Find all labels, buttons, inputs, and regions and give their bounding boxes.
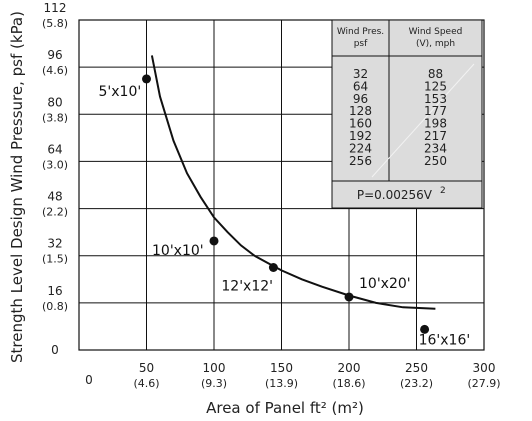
x-tick-label-1: 50 xyxy=(139,361,154,375)
y-axis-title: Strength Level Design Wind Pressure, psf… xyxy=(8,11,26,363)
y-tick-label-3: 48 xyxy=(47,190,62,204)
data-point-label-0: 5'x10' xyxy=(99,84,142,100)
x-tick-sublabel-5: (23.2) xyxy=(400,377,433,390)
y-tick-sublabel-1: (0.8) xyxy=(42,300,68,313)
y-tick-sublabel-7: (5.8) xyxy=(42,17,68,30)
data-point-4 xyxy=(420,324,430,334)
table-pressure-value-0: 32 xyxy=(353,67,368,81)
table-pressure-value-7: 256 xyxy=(349,154,372,168)
table-speed-value-5: 217 xyxy=(424,129,447,143)
data-point-label-4: 16'x16' xyxy=(419,332,471,348)
y-axis-ticks: 0 16 (0.8) 32 (1.5) 48 (2.2) 64 (3.0) 80 (3.8) 96 (4… xyxy=(42,1,68,357)
table-header-pressure-1: psf xyxy=(354,39,368,49)
table-pressure-value-3: 128 xyxy=(349,104,372,118)
table-pressure-value-6: 224 xyxy=(349,141,372,155)
y-tick-sublabel-6: (4.6) xyxy=(42,64,68,77)
x-tick-label-3: 150 xyxy=(270,361,293,375)
table-formula: P=0.00256V xyxy=(357,188,433,202)
table-pressure-value-2: 96 xyxy=(353,92,368,106)
table-pressure-value-1: 64 xyxy=(353,79,368,93)
x-tick-sublabel-2: (9.3) xyxy=(201,377,227,390)
x-axis-ticks: 0 50 (4.6) 100 (9.3) 150 (13.9) 200 (18.6) 250 (23… xyxy=(85,361,500,390)
x-tick-sublabel-1: (4.6) xyxy=(133,377,159,390)
table-speed-value-1: 125 xyxy=(424,79,447,93)
table-header-speed-1: (V), mph xyxy=(416,39,455,49)
y-tick-label-1: 16 xyxy=(47,284,62,298)
table-sheen-line xyxy=(371,63,475,178)
x-axis-title: Area of Panel ft² (m²) xyxy=(206,399,364,417)
x-tick-label-2: 100 xyxy=(203,361,226,375)
y-tick-label-7: 112 xyxy=(44,1,67,15)
data-points: 5'x10' 10'x10' 12'x12' 10'x20' 16'x16' xyxy=(99,74,471,348)
x-tick-label-0: 0 xyxy=(85,373,93,387)
y-tick-label-5: 80 xyxy=(47,95,62,109)
data-point-label-3: 10'x20' xyxy=(359,276,411,292)
fit-curve xyxy=(150,55,436,310)
data-point-0 xyxy=(142,74,151,84)
y-tick-label-6: 96 xyxy=(47,48,62,62)
x-tick-label-5: 250 xyxy=(405,361,428,375)
table-speed-value-4: 198 xyxy=(424,117,447,131)
table-pressure-value-4: 160 xyxy=(349,117,372,131)
y-tick-sublabel-2: (1.5) xyxy=(42,253,68,266)
table-speed-value-6: 234 xyxy=(424,141,447,155)
table-header-speed-0: Wind Speed xyxy=(409,27,463,37)
data-point-label-1: 10'x10' xyxy=(152,243,204,259)
data-point-2 xyxy=(268,263,278,272)
wind-table: Wind Pres. psf Wind Speed (V), mph 326496128… xyxy=(331,19,483,209)
y-tick-label-4: 64 xyxy=(47,142,62,156)
table-background xyxy=(331,19,483,209)
x-tick-sublabel-4: (18.6) xyxy=(332,377,365,390)
x-tick-sublabel-6: (27.9) xyxy=(467,377,500,390)
table-formula-exponent: 2 xyxy=(440,186,446,196)
table-speed-value-7: 250 xyxy=(424,154,447,168)
y-tick-sublabel-4: (3.0) xyxy=(42,158,68,171)
y-tick-label-2: 32 xyxy=(47,237,62,251)
table-speed-value-0: 88 xyxy=(428,67,443,81)
y-tick-label-0: 0 xyxy=(51,343,59,357)
data-point-1 xyxy=(209,236,219,246)
table-speed-value-3: 177 xyxy=(424,104,447,118)
x-tick-sublabel-3: (13.9) xyxy=(265,377,298,390)
y-tick-sublabel-3: (2.2) xyxy=(42,206,68,219)
table-pressure-value-5: 192 xyxy=(349,129,372,143)
table-speed-value-2: 153 xyxy=(424,92,447,106)
data-point-label-2: 12'x12' xyxy=(221,279,273,295)
table-header-pressure-0: Wind Pres. xyxy=(337,27,384,37)
data-point-3 xyxy=(344,292,354,302)
x-tick-label-4: 200 xyxy=(338,361,361,375)
plot-border xyxy=(78,19,485,351)
x-tick-label-6: 300 xyxy=(473,361,496,375)
plot-frame xyxy=(78,19,485,351)
y-tick-sublabel-5: (3.8) xyxy=(42,111,68,124)
